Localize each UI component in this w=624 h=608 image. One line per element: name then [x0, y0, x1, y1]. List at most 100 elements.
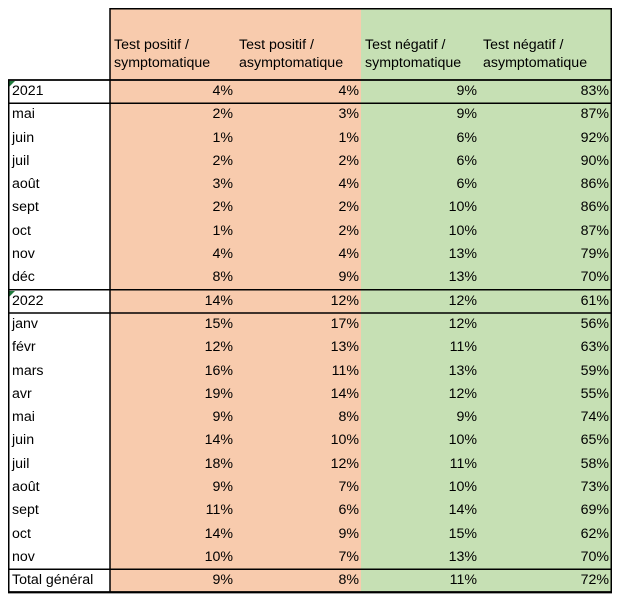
row-label[interactable]: févr: [12, 339, 36, 356]
value-cell[interactable]: 12%: [235, 289, 361, 313]
value-cell[interactable]: 7%: [235, 476, 361, 500]
row-label[interactable]: juin: [12, 129, 35, 146]
row-label[interactable]: juil: [12, 152, 30, 169]
row-label[interactable]: sept: [12, 502, 39, 519]
value-cell[interactable]: 12%: [361, 312, 479, 337]
value-cell[interactable]: 61%: [479, 289, 612, 313]
value-cell[interactable]: 65%: [479, 429, 612, 453]
value-cell[interactable]: 2%: [235, 149, 361, 174]
value-cell[interactable]: 1%: [110, 219, 235, 244]
value-cell[interactable]: 56%: [479, 312, 612, 337]
value-cell[interactable]: 11%: [235, 359, 361, 383]
row-label[interactable]: mars: [12, 362, 44, 379]
value-cell[interactable]: 10%: [361, 196, 479, 220]
value-cell[interactable]: 14%: [110, 429, 235, 453]
row-label[interactable]: avr: [12, 385, 32, 402]
value-cell[interactable]: 87%: [479, 103, 612, 127]
value-cell[interactable]: 10%: [235, 429, 361, 453]
value-cell[interactable]: 2%: [110, 103, 235, 127]
value-cell[interactable]: 8%: [110, 266, 235, 290]
value-cell[interactable]: 11%: [361, 336, 479, 360]
value-cell[interactable]: 55%: [479, 382, 612, 407]
value-cell[interactable]: 2%: [235, 196, 361, 220]
value-cell[interactable]: 90%: [479, 149, 612, 174]
row-label[interactable]: 2022: [12, 292, 44, 309]
row-label[interactable]: janv: [12, 315, 39, 332]
value-cell[interactable]: 15%: [110, 312, 235, 337]
value-cell[interactable]: 10%: [110, 545, 235, 570]
value-cell[interactable]: 13%: [361, 266, 479, 290]
value-cell[interactable]: 2%: [235, 219, 361, 244]
value-cell[interactable]: 4%: [235, 173, 361, 197]
value-cell[interactable]: 4%: [235, 80, 361, 104]
row-label[interactable]: août: [12, 479, 40, 496]
value-cell[interactable]: 12%: [361, 382, 479, 407]
row-label[interactable]: oct: [12, 222, 31, 239]
value-cell[interactable]: 86%: [479, 173, 612, 197]
value-cell[interactable]: 14%: [110, 522, 235, 546]
value-cell[interactable]: 12%: [110, 336, 235, 360]
value-cell[interactable]: 14%: [110, 289, 235, 313]
value-cell[interactable]: 9%: [235, 266, 361, 290]
row-label[interactable]: nov: [12, 246, 35, 263]
value-cell[interactable]: 11%: [361, 569, 479, 593]
row-label[interactable]: Total général: [12, 572, 94, 589]
value-cell[interactable]: 7%: [235, 545, 361, 570]
value-cell[interactable]: 1%: [235, 126, 361, 150]
value-cell[interactable]: 13%: [361, 243, 479, 267]
value-cell[interactable]: 2%: [110, 196, 235, 220]
value-cell[interactable]: 9%: [110, 569, 235, 593]
value-cell[interactable]: 4%: [110, 80, 235, 104]
value-cell[interactable]: 12%: [235, 452, 361, 477]
value-cell[interactable]: 72%: [479, 569, 612, 593]
value-cell[interactable]: 10%: [361, 476, 479, 500]
value-cell[interactable]: 4%: [110, 243, 235, 267]
value-cell[interactable]: 18%: [110, 452, 235, 477]
row-label[interactable]: mai: [12, 106, 35, 123]
value-cell[interactable]: 6%: [361, 126, 479, 150]
row-label[interactable]: août: [12, 176, 40, 193]
value-cell[interactable]: 9%: [361, 103, 479, 127]
value-cell[interactable]: 8%: [235, 406, 361, 430]
value-cell[interactable]: 10%: [361, 429, 479, 453]
value-cell[interactable]: 6%: [235, 499, 361, 523]
row-label[interactable]: juil: [12, 455, 30, 472]
value-cell[interactable]: 59%: [479, 359, 612, 383]
value-cell[interactable]: 87%: [479, 219, 612, 244]
value-cell[interactable]: 9%: [110, 476, 235, 500]
value-cell[interactable]: 73%: [479, 476, 612, 500]
value-cell[interactable]: 62%: [479, 522, 612, 546]
value-cell[interactable]: 9%: [361, 406, 479, 430]
value-cell[interactable]: 17%: [235, 312, 361, 337]
value-cell[interactable]: 14%: [235, 382, 361, 407]
value-cell[interactable]: 92%: [479, 126, 612, 150]
value-cell[interactable]: 86%: [479, 196, 612, 220]
value-cell[interactable]: 3%: [110, 173, 235, 197]
value-cell[interactable]: 69%: [479, 499, 612, 523]
value-cell[interactable]: 16%: [110, 359, 235, 383]
value-cell[interactable]: 14%: [361, 499, 479, 523]
value-cell[interactable]: 10%: [361, 219, 479, 244]
value-cell[interactable]: 4%: [235, 243, 361, 267]
value-cell[interactable]: 70%: [479, 266, 612, 290]
row-label[interactable]: 2021: [12, 83, 44, 99]
row-label[interactable]: mai: [12, 409, 35, 426]
row-label[interactable]: déc: [12, 269, 35, 286]
value-cell[interactable]: 6%: [361, 173, 479, 197]
value-cell[interactable]: 1%: [110, 126, 235, 150]
value-cell[interactable]: 15%: [361, 522, 479, 546]
value-cell[interactable]: 6%: [361, 149, 479, 174]
value-cell[interactable]: 11%: [110, 499, 235, 523]
value-cell[interactable]: 13%: [235, 336, 361, 360]
value-cell[interactable]: 3%: [235, 103, 361, 127]
value-cell[interactable]: 79%: [479, 243, 612, 267]
value-cell[interactable]: 74%: [479, 406, 612, 430]
row-label[interactable]: sept: [12, 199, 39, 216]
row-label[interactable]: oct: [12, 525, 31, 542]
value-cell[interactable]: 58%: [479, 452, 612, 477]
value-cell[interactable]: 9%: [361, 80, 479, 104]
value-cell[interactable]: 13%: [361, 545, 479, 570]
value-cell[interactable]: 19%: [110, 382, 235, 407]
value-cell[interactable]: 63%: [479, 336, 612, 360]
value-cell[interactable]: 12%: [361, 289, 479, 313]
